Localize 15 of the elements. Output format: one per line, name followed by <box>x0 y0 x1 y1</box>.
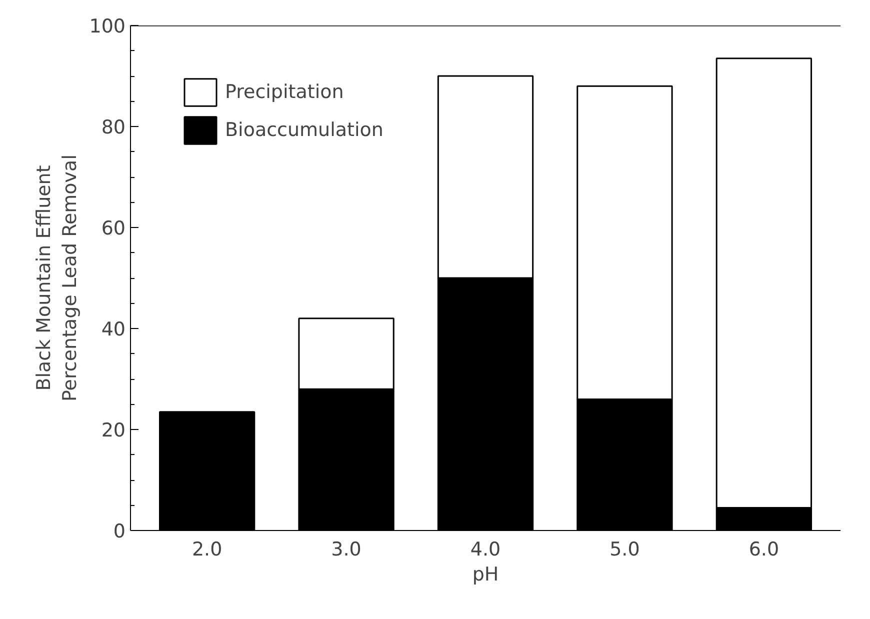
y-tick-label: 40 <box>101 318 126 340</box>
y-tick-label: 0 <box>113 520 126 542</box>
x-tick-label: 5.0 <box>610 538 640 560</box>
x-tick-label: 4.0 <box>470 538 501 560</box>
x-tick-label: 3.0 <box>331 538 362 560</box>
x-tick-label: 6.0 <box>748 538 780 560</box>
y-tick-label: 100 <box>89 16 126 38</box>
x-tick-label: 2.0 <box>192 538 222 560</box>
y-axis-title: Black Mountain Effluent Percentage Lead Removal <box>32 154 82 402</box>
x-axis-title: pH <box>472 564 499 586</box>
legend-label: Precipitation <box>225 81 344 103</box>
y-tick-label: 80 <box>101 116 126 138</box>
y-tick-label: 60 <box>101 218 126 240</box>
legend-label: Bioaccumulation <box>225 119 384 141</box>
y-tick-label: 20 <box>101 420 126 442</box>
